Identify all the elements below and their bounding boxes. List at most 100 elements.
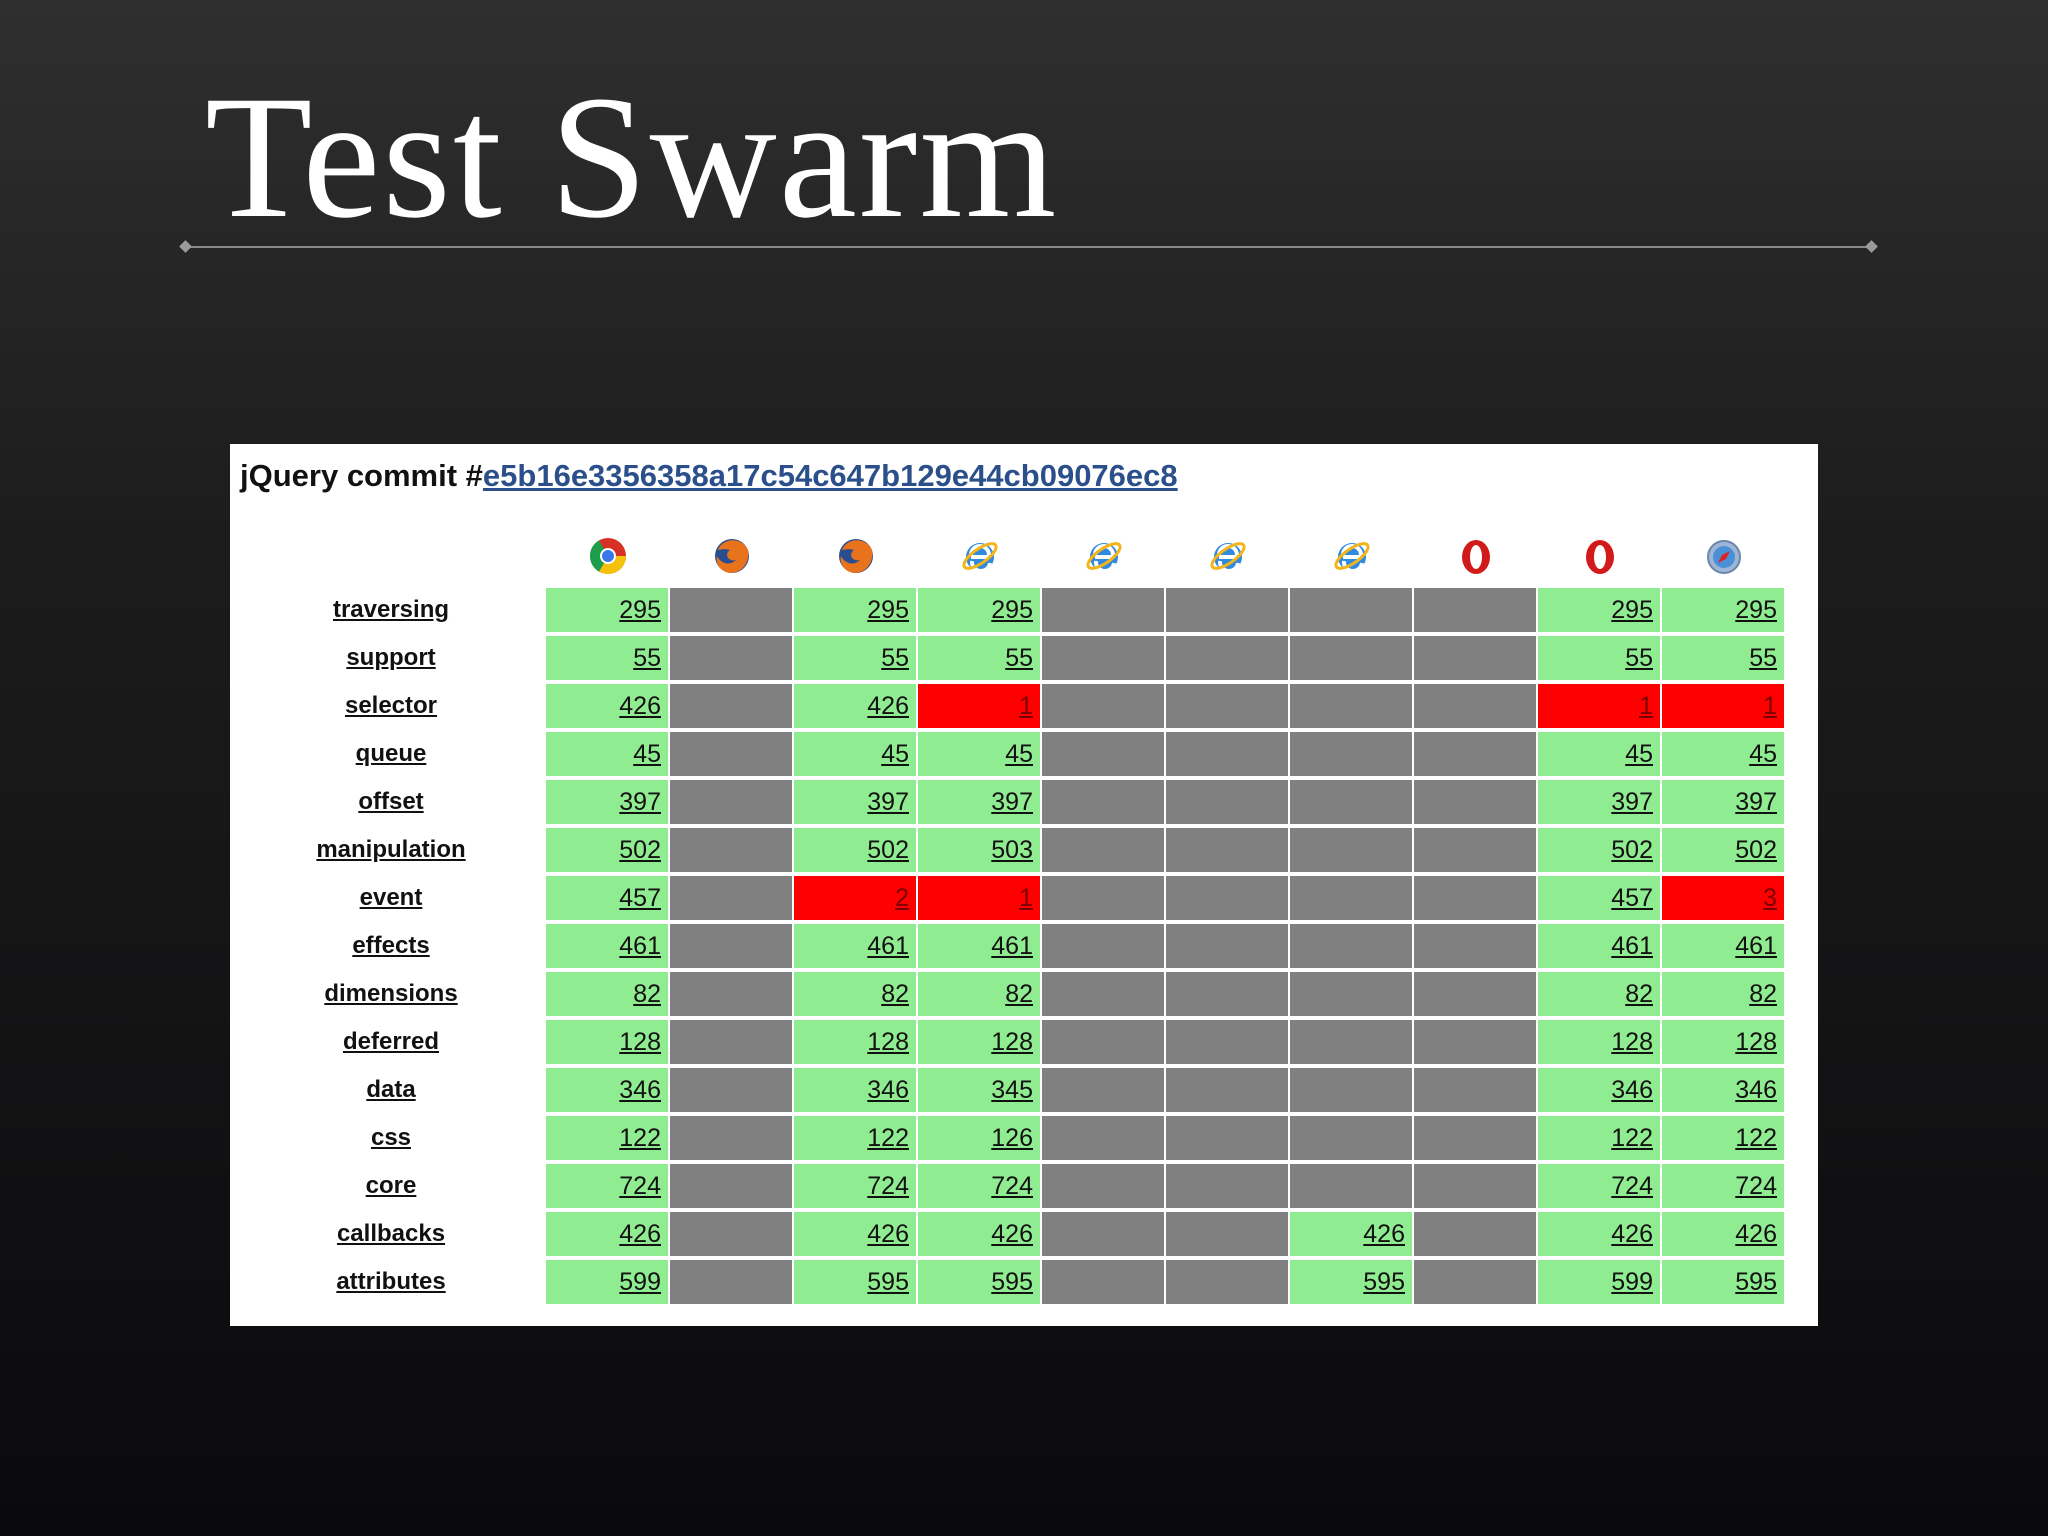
result-cell-passed[interactable]: 599 bbox=[546, 1260, 668, 1304]
result-cell-passed[interactable]: 724 bbox=[1538, 1164, 1660, 1208]
result-cell-failed[interactable]: 3 bbox=[1662, 876, 1784, 920]
module-link-data[interactable]: data bbox=[366, 1076, 416, 1103]
result-cell-passed[interactable]: 345 bbox=[918, 1068, 1040, 1112]
result-cell-failed[interactable]: 1 bbox=[918, 684, 1040, 728]
module-link-traversing[interactable]: traversing bbox=[332, 596, 450, 623]
result-cell-passed[interactable]: 397 bbox=[1662, 780, 1784, 824]
result-cell-passed[interactable]: 461 bbox=[1538, 924, 1660, 968]
result-cell-passed[interactable]: 55 bbox=[1662, 636, 1784, 680]
module-link-effects[interactable]: effects bbox=[352, 932, 430, 959]
result-cell-passed[interactable]: 295 bbox=[794, 588, 916, 632]
module-link-deferred[interactable]: deferred bbox=[342, 1028, 440, 1055]
result-cell-passed[interactable]: 122 bbox=[546, 1116, 668, 1160]
result-cell-not-run bbox=[1042, 1068, 1164, 1112]
result-cell-passed[interactable]: 128 bbox=[918, 1020, 1040, 1064]
result-cell-passed[interactable]: 55 bbox=[1538, 636, 1660, 680]
result-cell-passed[interactable]: 457 bbox=[546, 876, 668, 920]
result-cell-passed[interactable]: 397 bbox=[918, 780, 1040, 824]
result-cell-passed[interactable]: 397 bbox=[1538, 780, 1660, 824]
result-cell-passed[interactable]: 122 bbox=[1538, 1116, 1660, 1160]
result-cell-passed[interactable]: 295 bbox=[546, 588, 668, 632]
result-cell-passed[interactable]: 595 bbox=[1290, 1260, 1412, 1304]
result-cell-passed[interactable]: 502 bbox=[794, 828, 916, 872]
result-cell-passed[interactable]: 346 bbox=[546, 1068, 668, 1112]
result-cell-passed[interactable]: 461 bbox=[794, 924, 916, 968]
result-cell-passed[interactable]: 426 bbox=[1290, 1212, 1412, 1256]
result-cell-passed[interactable]: 82 bbox=[1662, 972, 1784, 1016]
result-cell-passed[interactable]: 502 bbox=[1538, 828, 1660, 872]
result-cell-passed[interactable]: 295 bbox=[1538, 588, 1660, 632]
result-cell-passed[interactable]: 426 bbox=[794, 684, 916, 728]
result-cell-passed[interactable]: 82 bbox=[918, 972, 1040, 1016]
result-cell-passed[interactable]: 426 bbox=[546, 1212, 668, 1256]
result-cell-passed[interactable]: 45 bbox=[1662, 732, 1784, 776]
result-cell-passed[interactable]: 55 bbox=[918, 636, 1040, 680]
result-cell-not-run bbox=[1042, 1212, 1164, 1256]
result-cell-passed[interactable]: 346 bbox=[794, 1068, 916, 1112]
result-cell-passed[interactable]: 295 bbox=[1662, 588, 1784, 632]
result-cell-passed[interactable]: 595 bbox=[794, 1260, 916, 1304]
module-link-css[interactable]: css bbox=[370, 1124, 412, 1151]
result-cell-passed[interactable]: 503 bbox=[918, 828, 1040, 872]
result-cell-passed[interactable]: 45 bbox=[1538, 732, 1660, 776]
result-cell-passed[interactable]: 82 bbox=[794, 972, 916, 1016]
result-cell-passed[interactable]: 82 bbox=[1538, 972, 1660, 1016]
result-cell-failed[interactable]: 1 bbox=[918, 876, 1040, 920]
result-cell-passed[interactable]: 461 bbox=[1662, 924, 1784, 968]
result-cell-passed[interactable]: 82 bbox=[546, 972, 668, 1016]
result-cell-passed[interactable]: 595 bbox=[918, 1260, 1040, 1304]
result-cell-not-run bbox=[1414, 684, 1536, 728]
result-cell-passed[interactable]: 55 bbox=[546, 636, 668, 680]
result-cell-passed[interactable]: 128 bbox=[794, 1020, 916, 1064]
result-cell-passed[interactable]: 45 bbox=[794, 732, 916, 776]
result-cell-passed[interactable]: 426 bbox=[1538, 1212, 1660, 1256]
result-cell-passed[interactable]: 426 bbox=[1662, 1212, 1784, 1256]
result-cell-passed[interactable]: 457 bbox=[1538, 876, 1660, 920]
result-cell-passed[interactable]: 724 bbox=[1662, 1164, 1784, 1208]
module-link-callbacks[interactable]: callbacks bbox=[336, 1220, 446, 1247]
result-cell-passed[interactable]: 426 bbox=[794, 1212, 916, 1256]
result-cell-not-run bbox=[1290, 588, 1412, 632]
commit-hash-link[interactable]: e5b16e3356358a17c54c647b129e44cb09076ec8 bbox=[482, 458, 1178, 493]
module-link-support[interactable]: support bbox=[346, 644, 436, 671]
result-cell-passed[interactable]: 45 bbox=[546, 732, 668, 776]
result-cell-passed[interactable]: 426 bbox=[546, 684, 668, 728]
result-cell-passed[interactable]: 502 bbox=[546, 828, 668, 872]
module-link-offset[interactable]: offset bbox=[358, 788, 424, 815]
result-cell-not-run bbox=[1042, 876, 1164, 920]
result-cell-failed[interactable]: 1 bbox=[1538, 684, 1660, 728]
result-cell-passed[interactable]: 122 bbox=[794, 1116, 916, 1160]
result-cell-not-run bbox=[1414, 1020, 1536, 1064]
result-cell-passed[interactable]: 724 bbox=[794, 1164, 916, 1208]
result-cell-passed[interactable]: 128 bbox=[546, 1020, 668, 1064]
result-cell-failed[interactable]: 1 bbox=[1662, 684, 1784, 728]
result-cell-passed[interactable]: 128 bbox=[1662, 1020, 1784, 1064]
result-cell-passed[interactable]: 295 bbox=[918, 588, 1040, 632]
result-cell-passed[interactable]: 461 bbox=[918, 924, 1040, 968]
module-link-selector[interactable]: selector bbox=[344, 692, 438, 719]
firefox-icon bbox=[794, 534, 918, 580]
module-link-event[interactable]: event bbox=[359, 884, 423, 911]
result-cell-passed[interactable]: 426 bbox=[918, 1212, 1040, 1256]
result-cell-passed[interactable]: 126 bbox=[918, 1116, 1040, 1160]
result-cell-passed[interactable]: 461 bbox=[546, 924, 668, 968]
result-cell-passed[interactable]: 128 bbox=[1538, 1020, 1660, 1064]
module-link-manipulation[interactable]: manipulation bbox=[316, 836, 466, 863]
module-link-core[interactable]: core bbox=[365, 1172, 417, 1199]
result-cell-passed[interactable]: 346 bbox=[1662, 1068, 1784, 1112]
result-cell-passed[interactable]: 397 bbox=[546, 780, 668, 824]
module-link-queue[interactable]: queue bbox=[355, 740, 427, 767]
result-cell-passed[interactable]: 724 bbox=[546, 1164, 668, 1208]
module-link-dimensions[interactable]: dimensions bbox=[324, 980, 458, 1007]
result-cell-passed[interactable]: 502 bbox=[1662, 828, 1784, 872]
result-cell-passed[interactable]: 724 bbox=[918, 1164, 1040, 1208]
result-cell-passed[interactable]: 346 bbox=[1538, 1068, 1660, 1112]
result-cell-passed[interactable]: 122 bbox=[1662, 1116, 1784, 1160]
module-link-attributes[interactable]: attributes bbox=[336, 1268, 446, 1295]
result-cell-passed[interactable]: 599 bbox=[1538, 1260, 1660, 1304]
result-cell-passed[interactable]: 45 bbox=[918, 732, 1040, 776]
result-cell-passed[interactable]: 595 bbox=[1662, 1260, 1784, 1304]
result-cell-failed[interactable]: 2 bbox=[794, 876, 916, 920]
result-cell-passed[interactable]: 397 bbox=[794, 780, 916, 824]
result-cell-passed[interactable]: 55 bbox=[794, 636, 916, 680]
